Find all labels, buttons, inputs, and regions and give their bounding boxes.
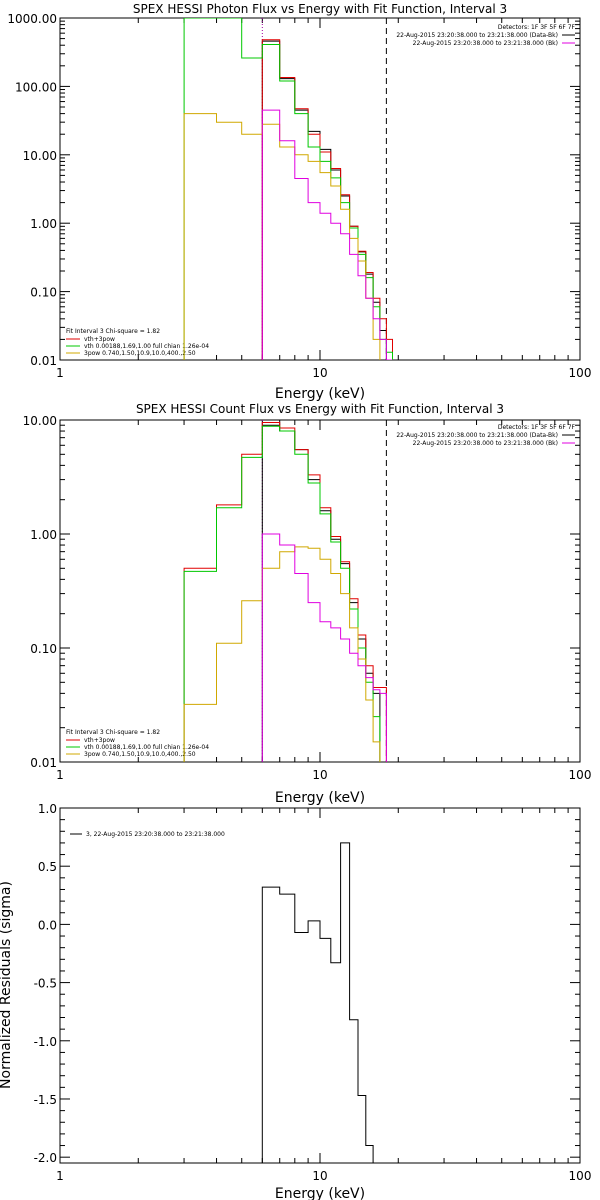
series-line xyxy=(261,109,393,360)
series-line xyxy=(261,842,393,1163)
residuals-legend: 3, 22-Aug-2015 23:20:38.000 to 23:21:38.… xyxy=(86,831,225,838)
series-line xyxy=(183,546,381,762)
y-tick-label: 0.10 xyxy=(30,286,57,300)
photon-flux-panel: SPEX HESSI Photon Flux vs Energy with Fi… xyxy=(7,2,591,402)
x-tick-label: 100 xyxy=(569,1169,592,1183)
y-tick-label: 1000.00 xyxy=(7,12,57,26)
count-flux-title: SPEX HESSI Count Flux vs Energy with Fit… xyxy=(136,402,504,416)
series-line xyxy=(261,40,387,360)
count-flux-panel: SPEX HESSI Count Flux vs Energy with Fit… xyxy=(23,402,592,806)
count-flux-xlabel: Energy (keV) xyxy=(275,790,365,806)
x-tick-label: 100 xyxy=(569,366,592,380)
y-tick-label: 0.01 xyxy=(30,756,57,770)
series-line xyxy=(183,425,381,762)
y-tick-label: -1.5 xyxy=(34,1093,57,1107)
photon-flux-legend-pow: 3pow 0.740,1.50,10.9,10.0,400.,2.50 xyxy=(84,350,196,357)
count-flux-legend-fit: Fit Interval 3 Chi-square = 1.82 xyxy=(66,729,160,736)
photon-flux-header-detectors: Detectors: 1F 3F 5F 6F 7F xyxy=(498,24,576,31)
x-tick-label: 10 xyxy=(312,768,327,782)
y-tick-label: -0.5 xyxy=(34,977,57,991)
y-tick-label: 0.10 xyxy=(30,642,57,656)
residuals-plot-frame xyxy=(59,807,581,1164)
y-tick-label: 0.0 xyxy=(38,918,57,932)
y-tick-label: -1.0 xyxy=(34,1035,57,1049)
count-flux-header-detectors: Detectors: 1F 3F 5F 6F 7F xyxy=(498,424,576,431)
count-flux-header-data: 22-Aug-2015 23:20:38.000 to 23:21:38.000… xyxy=(396,432,558,439)
series-line xyxy=(183,113,381,360)
count-flux-legend-pow: 3pow 0.740,1.50,10.9,10.0,400.,2.50 xyxy=(84,751,196,758)
y-tick-label: -2.0 xyxy=(34,1151,57,1165)
y-tick-label: 1.0 xyxy=(38,802,57,816)
residuals-xlabel: Energy (keV) xyxy=(275,1186,365,1200)
photon-flux-legend-vth: vth 0.00188,1.69,1.00 full chian 1.26e-0… xyxy=(84,343,209,350)
y-tick-label: 0.5 xyxy=(38,860,57,874)
photon-flux-legend-fit: Fit Interval 3 Chi-square = 1.82 xyxy=(66,328,160,335)
y-tick-label: 100.00 xyxy=(15,80,57,94)
x-tick-label: 1 xyxy=(56,366,64,380)
x-tick-label: 1 xyxy=(56,1169,64,1183)
y-tick-label: 10.00 xyxy=(23,414,57,428)
y-tick-label: 1.00 xyxy=(30,217,57,231)
x-tick-label: 100 xyxy=(569,768,592,782)
y-tick-label: 10.00 xyxy=(23,149,57,163)
count-flux-legend-vth: vth 0.00188,1.69,1.00 full chian 1.26e-0… xyxy=(84,744,209,751)
x-tick-label: 10 xyxy=(312,1169,327,1183)
photon-flux-plot-frame xyxy=(59,17,581,361)
photon-flux-header-data: 22-Aug-2015 23:20:38.000 to 23:21:38.000… xyxy=(396,32,558,39)
y-tick-label: 1.00 xyxy=(30,528,57,542)
series-line xyxy=(183,18,393,360)
residuals-ylabel: Normalized Residuals (sigma) xyxy=(0,881,14,1089)
photon-flux-legend-total: vth+3pow xyxy=(84,336,115,343)
count-flux-header-bk: 22-Aug-2015 23:20:38.000 to 23:21:38.000… xyxy=(413,440,558,447)
count-flux-plot-frame xyxy=(59,419,581,763)
photon-flux-xlabel: Energy (keV) xyxy=(275,386,365,402)
series-line xyxy=(183,422,387,762)
count-flux-legend-total: vth+3pow xyxy=(84,737,115,744)
photon-flux-header-bk: 22-Aug-2015 23:20:38.000 to 23:21:38.000… xyxy=(413,40,558,47)
x-tick-label: 1 xyxy=(56,768,64,782)
series-line xyxy=(261,533,387,762)
series-line xyxy=(261,424,381,762)
y-tick-label: 0.01 xyxy=(30,354,57,368)
residuals-panel: 3, 22-Aug-2015 23:20:38.000 to 23:21:38.… xyxy=(0,802,591,1200)
photon-flux-title: SPEX HESSI Photon Flux vs Energy with Fi… xyxy=(133,2,507,16)
x-tick-label: 10 xyxy=(312,366,327,380)
